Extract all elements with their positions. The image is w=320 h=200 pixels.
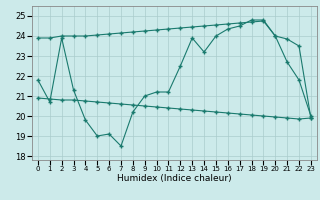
- X-axis label: Humidex (Indice chaleur): Humidex (Indice chaleur): [117, 174, 232, 183]
